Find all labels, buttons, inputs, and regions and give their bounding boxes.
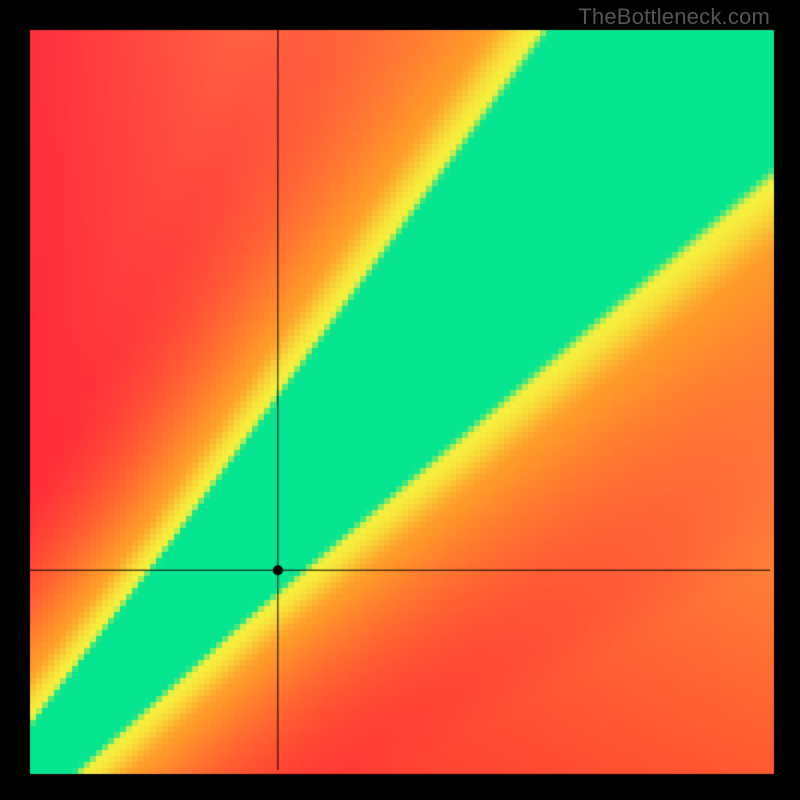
chart-container: TheBottleneck.com xyxy=(0,0,800,800)
watermark-text: TheBottleneck.com xyxy=(578,4,770,30)
bottleneck-heatmap xyxy=(0,0,800,800)
